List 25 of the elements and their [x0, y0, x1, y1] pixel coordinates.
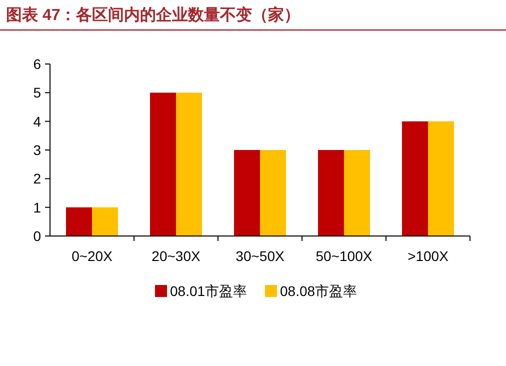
x-tick-label: 20~30X: [152, 248, 201, 264]
x-tick-label: >100X: [408, 248, 450, 264]
y-tick-label: 0: [33, 228, 42, 244]
y-tick-label: 1: [33, 199, 42, 216]
y-tick-label: 3: [33, 142, 42, 158]
chart-title: 图表 47：各区间内的企业数量不变（家）: [6, 5, 300, 24]
x-tick-label: 30~50X: [236, 248, 285, 264]
bar: [234, 150, 260, 236]
bar: [260, 150, 286, 236]
bar: [176, 92, 202, 236]
bar: [92, 207, 118, 236]
bar: [150, 92, 176, 236]
y-tick-label: 5: [33, 84, 42, 101]
bar: [344, 150, 370, 236]
legend-label: 08.01市盈率: [170, 283, 248, 299]
y-tick-label: 6: [33, 56, 42, 72]
y-tick-label: 2: [33, 170, 42, 187]
x-tick-label: 50~100X: [316, 248, 373, 264]
bar: [66, 207, 92, 236]
y-tick-label: 4: [33, 113, 42, 130]
bar: [428, 121, 454, 236]
legend-label: 08.08市盈率: [280, 283, 358, 299]
bar: [402, 121, 428, 236]
bar: [318, 150, 344, 236]
x-tick-label: 0~20X: [72, 248, 114, 264]
